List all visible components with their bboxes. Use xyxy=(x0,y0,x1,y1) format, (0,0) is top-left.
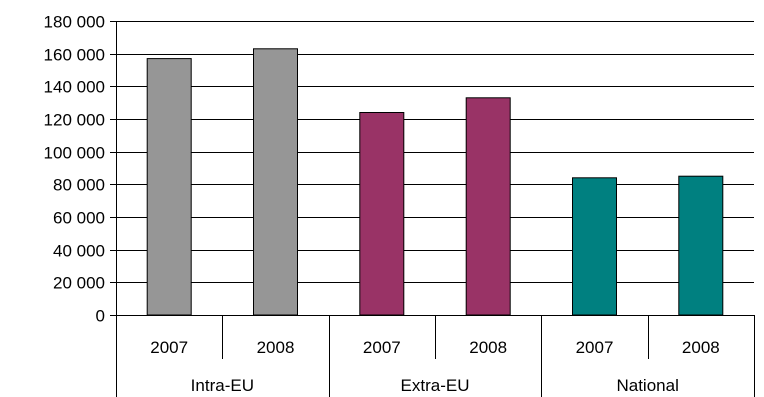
y-tick-label: 160 000 xyxy=(44,46,105,65)
x-tick-label: 2008 xyxy=(257,338,295,357)
group-label: National xyxy=(616,376,678,395)
x-tick-label: 2007 xyxy=(576,338,614,357)
y-tick-label: 60 000 xyxy=(53,209,105,228)
x-tick-label: 2008 xyxy=(469,338,507,357)
gridlines xyxy=(116,21,754,283)
bar-national-2008 xyxy=(678,175,724,316)
x-tick-label: 2007 xyxy=(150,338,188,357)
bar-extra-eu-2007 xyxy=(359,112,405,316)
x-tick-label: 2007 xyxy=(363,338,401,357)
y-tick-label: 180 000 xyxy=(44,13,105,32)
bar-intra-eu-2008 xyxy=(253,48,298,316)
y-tick-label: 120 000 xyxy=(44,111,105,130)
group-label: Intra-EU xyxy=(191,376,254,395)
y-tick-label: 0 xyxy=(96,307,105,326)
bar-intra-eu-2007 xyxy=(146,58,192,316)
group-label: Extra-EU xyxy=(401,376,470,395)
y-axis-tick-labels: 0 20 000 40 000 60 000 80 000 100 000 120 000 1… xyxy=(44,13,105,326)
y-tick-label: 100 000 xyxy=(44,144,105,163)
bars xyxy=(146,48,724,316)
x-tick-label: 2008 xyxy=(682,338,720,357)
y-tick-label: 40 000 xyxy=(53,242,105,261)
y-tick-label: 20 000 xyxy=(53,274,105,293)
y-tick-label: 80 000 xyxy=(53,176,105,195)
axes xyxy=(110,21,755,397)
bar-national-2007 xyxy=(572,177,617,316)
y-tick-label: 140 000 xyxy=(44,78,105,97)
bar-extra-eu-2008 xyxy=(465,97,511,316)
